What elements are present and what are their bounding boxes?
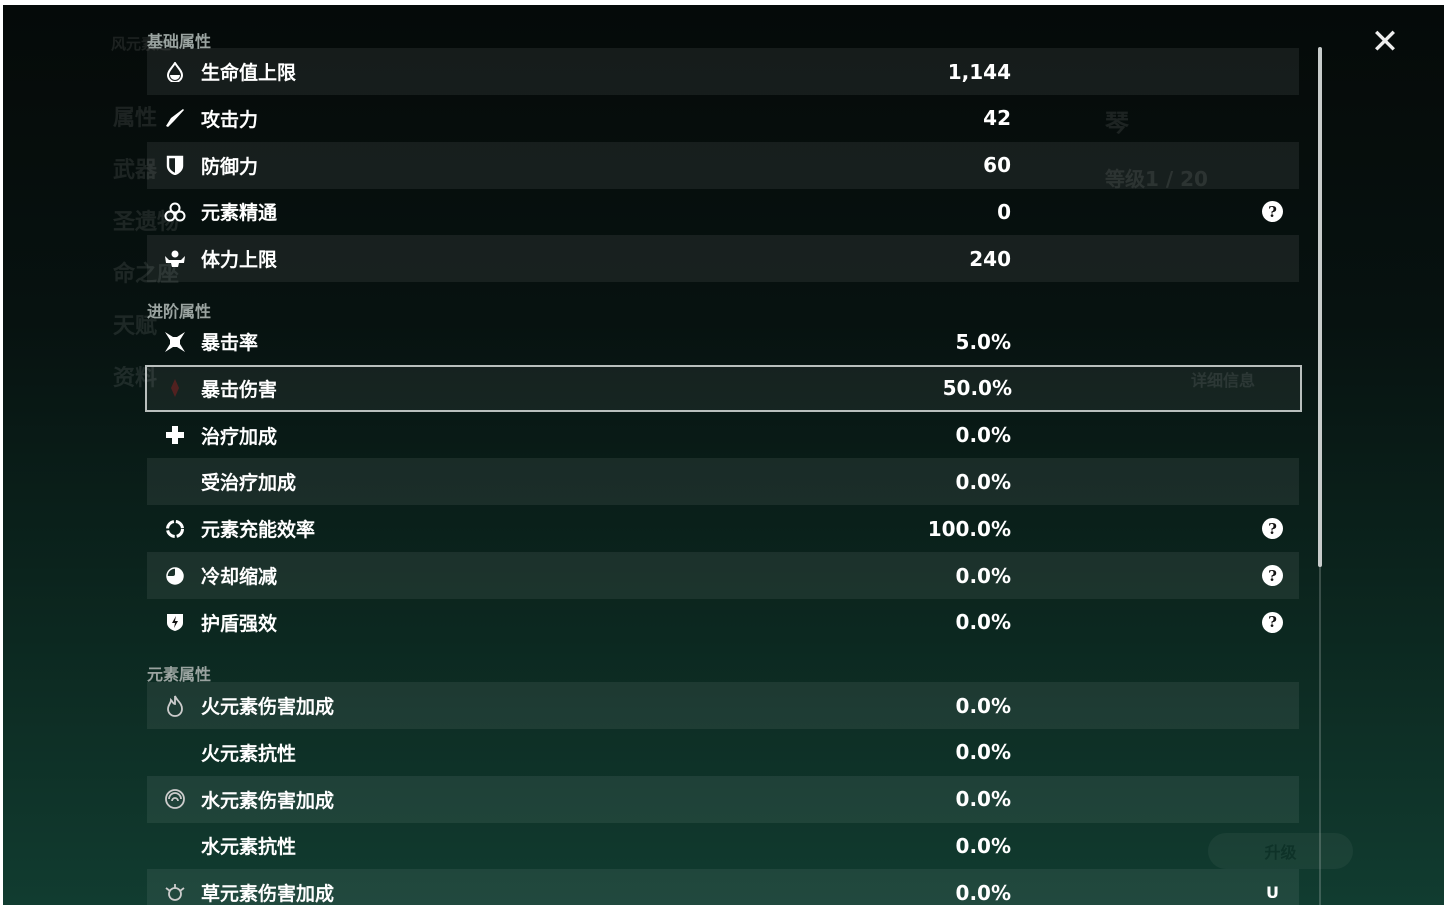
- scrollbar-thumb[interactable]: [1318, 47, 1322, 567]
- stat-label: 护盾强效: [201, 612, 278, 635]
- stat-row[interactable]: 防御力 60: [147, 141, 1299, 189]
- uid-label: U: [1266, 883, 1279, 902]
- section-title: 基础属性: [147, 32, 212, 51]
- stat-label: 水元素伤害加成: [201, 789, 335, 812]
- stat-row[interactable]: 受治疗加成 0.0%: [147, 458, 1299, 506]
- stat-value: 50.0%: [942, 376, 1012, 401]
- stat-row[interactable]: 冷却缩减 0.0%?: [147, 552, 1299, 599]
- character-stats-screen: 风元素之 琴 等级1 / 20 详细信息 升级 属性武器圣遗物命之座天赋资料 基…: [3, 5, 1444, 905]
- detail-button[interactable]: 详细信息: [1191, 371, 1256, 390]
- help-icon[interactable]: ?: [1262, 201, 1283, 223]
- stat-label: 冷却缩减: [201, 566, 278, 588]
- character-name: 琴: [1105, 109, 1129, 137]
- no-icon: [164, 741, 186, 763]
- hydro-icon: [164, 788, 186, 810]
- help-icon[interactable]: ?: [1262, 565, 1283, 586]
- stat-value: 5.0%: [955, 329, 1011, 354]
- side-menu-item[interactable]: 命之座: [113, 262, 180, 287]
- pyro-icon: [164, 695, 186, 717]
- stat-value: 0.0%: [955, 787, 1011, 812]
- elemental-mastery-icon: [164, 201, 186, 223]
- side-menu-item[interactable]: 天赋: [113, 314, 158, 339]
- stat-value: 0.0%: [955, 880, 1011, 905]
- stat-row[interactable]: 治疗加成 0.0%: [147, 412, 1299, 459]
- stat-label: 防御力: [201, 155, 259, 178]
- stat-value: 0.0%: [955, 469, 1011, 494]
- character-level: 等级1 / 20: [1105, 167, 1208, 191]
- side-menu-item[interactable]: 武器: [113, 158, 158, 183]
- section-title: 元素属性: [147, 665, 212, 684]
- stat-row[interactable]: 暴击率 5.0%: [147, 318, 1299, 365]
- stat-label: 治疗加成: [201, 425, 278, 448]
- side-menu-item[interactable]: 属性: [113, 106, 158, 131]
- stat-row[interactable]: 体力上限 240: [147, 235, 1299, 283]
- stat-label: 草元素伤害加成: [201, 883, 335, 905]
- stat-value: 42: [983, 106, 1011, 131]
- stat-value: 0.0%: [955, 740, 1011, 765]
- dendro-icon: [164, 882, 186, 904]
- stat-label: 攻击力: [201, 108, 259, 131]
- stamina-icon: [164, 248, 186, 270]
- stat-label: 暴击伤害: [201, 378, 278, 401]
- stat-value: 0.0%: [955, 610, 1011, 635]
- stat-row[interactable]: 草元素伤害加成 0.0%: [147, 869, 1299, 905]
- stat-label: 火元素伤害加成: [201, 696, 335, 718]
- stat-label: 元素充能效率: [201, 519, 316, 542]
- stat-value: 60: [983, 153, 1011, 178]
- sword-icon: [164, 107, 186, 129]
- section-title: 进阶属性: [147, 302, 212, 321]
- side-menu-item[interactable]: 圣遗物: [113, 210, 180, 235]
- stat-value: 1,144: [947, 59, 1011, 84]
- stat-row[interactable]: 火元素抗性 0.0%: [147, 729, 1299, 776]
- stat-row[interactable]: 暴击伤害 50.0%: [145, 364, 1302, 412]
- close-button[interactable]: ✕: [1366, 22, 1404, 62]
- side-menu-item[interactable]: 资料: [113, 366, 158, 391]
- stat-label: 暴击率: [201, 332, 259, 354]
- hp-drop-icon: [164, 61, 186, 83]
- stat-value: 100.0%: [927, 516, 1011, 541]
- upgrade-button[interactable]: 升级: [1208, 833, 1353, 869]
- help-icon[interactable]: ?: [1262, 611, 1283, 633]
- energy-recharge-icon: [164, 518, 186, 540]
- stat-value: 0.0%: [955, 563, 1011, 588]
- stat-row[interactable]: 水元素伤害加成 0.0%: [147, 775, 1299, 823]
- shield-icon: [164, 154, 186, 176]
- no-icon: [164, 835, 186, 857]
- scrollbar-track[interactable]: [1319, 567, 1321, 905]
- shield-strength-icon: [164, 611, 186, 633]
- no-icon: [164, 471, 186, 493]
- stat-row[interactable]: 火元素伤害加成 0.0%: [147, 682, 1299, 729]
- crit-dmg-icon: [164, 377, 186, 399]
- stat-label: 受治疗加成: [201, 472, 297, 495]
- stat-row[interactable]: 元素精通 0?: [147, 188, 1299, 235]
- stat-label: 生命值上限: [201, 62, 297, 84]
- stat-row[interactable]: 护盾强效 0.0%?: [147, 599, 1299, 646]
- cooldown-icon: [164, 565, 186, 587]
- stat-value: 240: [969, 246, 1011, 271]
- stat-label: 火元素抗性: [201, 742, 297, 765]
- stat-value: 0.0%: [955, 423, 1011, 448]
- stat-row[interactable]: 生命值上限 1,144: [147, 48, 1299, 95]
- element-title: 风元素之: [111, 35, 172, 53]
- stat-value: 0.0%: [955, 693, 1011, 718]
- crit-rate-icon: [164, 331, 186, 353]
- stat-row[interactable]: 攻击力 42: [147, 95, 1299, 142]
- stat-label: 元素精通: [201, 202, 278, 225]
- stat-row[interactable]: 元素充能效率 100.0%?: [147, 505, 1299, 552]
- healing-cross-icon: [164, 424, 186, 446]
- close-icon: ✕: [1370, 22, 1400, 62]
- help-icon[interactable]: ?: [1262, 518, 1283, 540]
- stat-row[interactable]: 水元素抗性 0.0%: [147, 822, 1299, 869]
- stat-label: 水元素抗性: [201, 836, 297, 859]
- stat-label: 体力上限: [201, 249, 278, 272]
- stat-value: 0.0%: [955, 833, 1011, 858]
- stat-value: 0: [997, 199, 1011, 224]
